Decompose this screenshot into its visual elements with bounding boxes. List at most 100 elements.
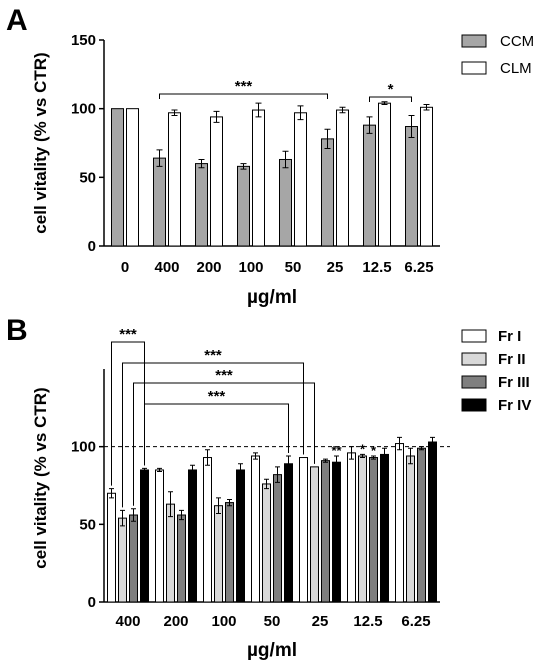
error-bar-fr-i-100 bbox=[205, 449, 210, 466]
legend-swatch-fr-iv bbox=[461, 398, 487, 412]
error-bar-fr-iii-6-25 bbox=[419, 446, 424, 451]
error-bar-fr-ii-50 bbox=[264, 478, 269, 490]
bar-clm-12-5 bbox=[378, 102, 391, 247]
x-tick-label: 0 bbox=[121, 259, 129, 276]
significance-label: *** bbox=[215, 367, 233, 384]
legend-swatch-fr-iii bbox=[461, 375, 487, 389]
bar-fr-i-100 bbox=[203, 457, 212, 603]
bar-annotation: * bbox=[360, 441, 366, 456]
x-tick-label: 400 bbox=[154, 259, 179, 276]
y-tick-label: 50 bbox=[79, 169, 96, 186]
panel-a-x-axis-label: µg/ml bbox=[247, 287, 297, 308]
legend-label-fr-iv: Fr IV bbox=[498, 397, 531, 414]
panel-a-y-axis-label: cell vitality (% vs CTR) bbox=[31, 52, 50, 233]
x-tick-label: 400 bbox=[115, 613, 140, 630]
bar-fr-ii-100 bbox=[214, 505, 223, 603]
bar-clm-400 bbox=[168, 112, 181, 247]
panel-a-x-ticks: 0 400 200 100 50 25 12.5 6.25 bbox=[121, 259, 434, 276]
panel-a-significance: *** * bbox=[159, 78, 412, 102]
x-tick-label: 6.25 bbox=[401, 613, 430, 630]
bar-fr-ii-12-5 bbox=[358, 455, 367, 603]
bar-fr-ii-400 bbox=[118, 517, 127, 603]
bar-clm-25 bbox=[336, 109, 349, 247]
bar-ccm-50 bbox=[279, 158, 292, 247]
error-bar-fr-i-200 bbox=[157, 467, 162, 473]
bar-clm-50 bbox=[294, 112, 307, 247]
bar-fr-iii-12-5 bbox=[369, 457, 378, 603]
bar-clm-0 bbox=[126, 108, 139, 247]
error-bar-fr-i-6-25 bbox=[397, 436, 402, 451]
bar-ccm-200 bbox=[195, 163, 208, 247]
y-tick-label: 50 bbox=[79, 516, 96, 533]
panel-b-bars bbox=[107, 436, 437, 603]
error-bar-fr-iv-200 bbox=[190, 464, 195, 476]
error-bar-fr-ii-200 bbox=[168, 491, 173, 518]
x-tick-label: 12.5 bbox=[362, 259, 391, 276]
legend-swatch-fr-ii bbox=[461, 352, 487, 366]
bar-fr-iv-50 bbox=[284, 463, 293, 603]
bar-fr-i-6-25 bbox=[395, 443, 404, 603]
x-tick-label: 12.5 bbox=[353, 613, 382, 630]
bar-fr-iii-50 bbox=[273, 474, 282, 603]
bar-fr-i-200 bbox=[155, 469, 164, 603]
legend-swatch-fr-i bbox=[461, 329, 487, 343]
panel-a-bars bbox=[111, 101, 433, 247]
panel-b-letter: B bbox=[6, 314, 28, 347]
error-bar-fr-ii-100 bbox=[216, 497, 221, 514]
panel-b-y-ticks: 0 50 100 bbox=[71, 439, 104, 611]
bar-fr-ii-6-25 bbox=[406, 455, 415, 603]
bar-fr-iv-100 bbox=[236, 469, 245, 603]
significance-label: *** bbox=[208, 388, 226, 405]
panel-b-x-ticks: 400 200 100 50 25 12.5 6.25 bbox=[115, 613, 430, 630]
legend-label-clm: CLM bbox=[500, 60, 532, 77]
bar-fr-iii-6-25 bbox=[417, 447, 426, 603]
bar-fr-ii-50 bbox=[262, 483, 271, 603]
significance-bracket bbox=[159, 93, 328, 99]
error-bar-clm-12-5 bbox=[381, 101, 388, 106]
significance-bracket bbox=[122, 362, 304, 508]
error-bar-ccm-200 bbox=[198, 158, 205, 169]
x-tick-label: 200 bbox=[163, 613, 188, 630]
bar-fr-iii-200 bbox=[177, 514, 186, 603]
bar-ccm-6-25 bbox=[405, 126, 418, 247]
bar-fr-i-12-5 bbox=[347, 452, 356, 603]
legend-swatch-clm bbox=[461, 61, 487, 75]
bar-annotation: ** bbox=[331, 443, 342, 458]
x-tick-label: 6.25 bbox=[404, 259, 433, 276]
bar-ccm-25 bbox=[321, 138, 334, 247]
y-tick-label: 100 bbox=[71, 101, 96, 118]
significance-label: *** bbox=[235, 78, 253, 95]
error-bar-clm-100 bbox=[255, 102, 262, 118]
error-bar-fr-iii-12-5 bbox=[371, 455, 376, 460]
significance-bracket bbox=[144, 403, 289, 466]
bar-fr-iii-25 bbox=[321, 460, 330, 603]
error-bar-clm-50 bbox=[297, 105, 304, 121]
significance-bracket bbox=[111, 341, 145, 486]
error-bar-ccm-100 bbox=[240, 163, 247, 170]
bar-fr-iv-200 bbox=[188, 469, 197, 603]
error-bar-fr-iii-100 bbox=[227, 498, 232, 507]
x-tick-label: 50 bbox=[285, 259, 302, 276]
bar-clm-6-25 bbox=[420, 106, 433, 247]
y-tick-label: 0 bbox=[88, 594, 96, 611]
y-tick-label: 0 bbox=[88, 238, 96, 255]
panel-b-chart: B cell vitality (% vs CTR) 0 50 100 400 200… bbox=[6, 314, 531, 661]
error-bar-ccm-12-5 bbox=[366, 116, 373, 134]
significance-label: * bbox=[388, 81, 394, 98]
y-tick-label: 100 bbox=[71, 439, 96, 456]
bar-clm-100 bbox=[252, 109, 265, 247]
error-bar-fr-iii-50 bbox=[275, 466, 280, 483]
error-bar-clm-400 bbox=[171, 109, 178, 117]
panel-a-chart: A cell vitality (% vs CTR) 0 50 100 150 0 40… bbox=[6, 4, 534, 308]
bar-fr-iii-100 bbox=[225, 502, 234, 603]
error-bar-fr-i-50 bbox=[253, 452, 258, 460]
x-tick-label: 50 bbox=[264, 613, 281, 630]
bar-clm-200 bbox=[210, 116, 223, 247]
x-tick-label: 100 bbox=[238, 259, 263, 276]
significance-label: *** bbox=[119, 326, 137, 343]
panel-a-y-ticks: 0 50 100 150 bbox=[71, 32, 104, 255]
panel-b-significance: *** *** *** *** bbox=[111, 326, 315, 508]
error-bar-clm-200 bbox=[213, 110, 220, 123]
legend-label-fr-iii: Fr III bbox=[498, 374, 530, 391]
bar-fr-iv-6-25 bbox=[428, 441, 437, 603]
